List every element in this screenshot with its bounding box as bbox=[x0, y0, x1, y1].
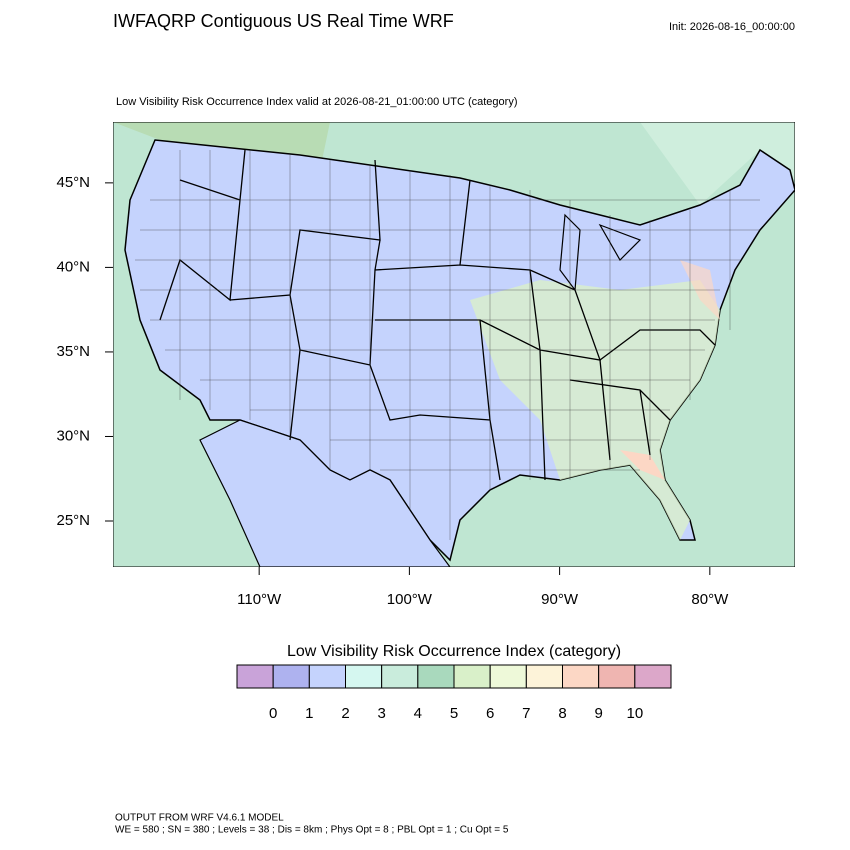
colorbar-label: 9 bbox=[594, 705, 602, 722]
footer-line: OUTPUT FROM WRF V4.6.1 MODEL bbox=[115, 813, 284, 824]
colorbar-box bbox=[562, 664, 600, 689]
canada bbox=[113, 122, 795, 205]
colorbar-box bbox=[453, 664, 491, 689]
colorbar-label: 7 bbox=[522, 705, 530, 722]
colorbar-box bbox=[489, 664, 527, 689]
map bbox=[113, 122, 795, 567]
lon-tick-label: 80°W bbox=[691, 591, 729, 608]
colorbar-label: 3 bbox=[377, 705, 385, 722]
subtitle: Low Visibility Risk Occurrence Index val… bbox=[116, 96, 518, 108]
county-borders bbox=[135, 150, 760, 540]
title: IWFAQRP Contiguous US Real Time WRF bbox=[113, 11, 454, 31]
lat-tick-label: 40°N bbox=[56, 258, 90, 275]
colorbar-box bbox=[598, 664, 636, 689]
colorbar-box bbox=[381, 664, 419, 689]
colorbar-box bbox=[308, 664, 347, 689]
lat-tick-label: 25°N bbox=[56, 512, 90, 529]
colorbar-label: 0 bbox=[269, 705, 277, 722]
lon-tick-label: 110°W bbox=[237, 591, 282, 608]
colorbar-label: 8 bbox=[558, 705, 566, 722]
colorbar-label: 5 bbox=[450, 705, 458, 722]
colorbar-box bbox=[345, 664, 383, 689]
colorbar-label: 4 bbox=[414, 705, 422, 722]
colorbar-box bbox=[525, 664, 563, 689]
lon-tick-label: 100°W bbox=[387, 591, 433, 608]
colorbar-box bbox=[417, 664, 455, 689]
colorbar-label: 10 bbox=[626, 705, 643, 722]
colorbar-box bbox=[634, 664, 672, 689]
lat-tick-label: 30°N bbox=[56, 427, 90, 444]
init-time: Init: 2026-08-16_00:00:00 bbox=[669, 21, 795, 33]
colorbar-label: 2 bbox=[341, 705, 349, 722]
lat-tick-label: 35°N bbox=[56, 343, 90, 360]
footer-line: WE = 580 ; SN = 380 ; Levels = 38 ; Dis … bbox=[115, 825, 509, 836]
colorbar-title: Low Visibility Risk Occurrence Index (ca… bbox=[287, 643, 621, 660]
high-risk-patch bbox=[620, 450, 665, 480]
colorbar: 0 1 2 3 4 5 6 7 8 9 10 bbox=[236, 664, 672, 722]
lat-tick-label: 45°N bbox=[56, 174, 90, 191]
colorbar-label: 1 bbox=[305, 705, 313, 722]
lon-tick-label: 90°W bbox=[541, 591, 579, 608]
colorbar-label: 6 bbox=[486, 705, 494, 722]
colorbar-box bbox=[236, 664, 274, 689]
colorbar-box bbox=[272, 664, 310, 689]
